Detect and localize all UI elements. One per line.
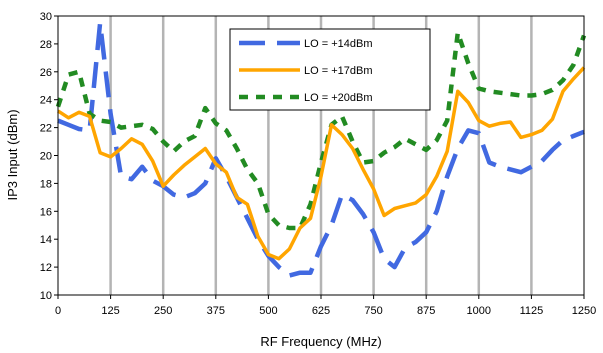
x-tick-label: 0 (55, 305, 61, 317)
y-tick-label: 16 (40, 206, 52, 218)
legend-label-3: LO = +20dBm (304, 92, 373, 104)
y-tick-label: 18 (40, 178, 52, 190)
legend: LO = +14dBm LO = +17dBm LO = +20dBm (229, 28, 431, 111)
series-line-1 (57, 20, 585, 278)
x-tick-label: 375 (207, 305, 225, 317)
y-tick-label: 24 (40, 95, 52, 107)
x-tick-label: 500 (259, 305, 277, 317)
y-tick-label: 10 (40, 290, 52, 302)
x-tick-label: 125 (101, 305, 119, 317)
y-tick-label: 20 (40, 151, 52, 163)
series-layer (55, 20, 587, 278)
y-tick-label: 22 (40, 123, 52, 135)
y-tick-label: 26 (40, 67, 52, 79)
y-tick-label: 12 (40, 262, 52, 274)
y-axis-label: IP3 Input (dBm) (5, 109, 20, 200)
legend-label-2: LO = +17dBm (304, 65, 373, 77)
series-line-2 (57, 66, 586, 261)
x-tick-label: 625 (312, 305, 330, 317)
x-tick-label: 1000 (467, 305, 491, 317)
y-tick-labels: 10 12 14 16 18 20 22 24 26 28 30 (40, 11, 58, 302)
x-tick-labels: 0 125 250 375 500 625 750 875 1000 1125 1250 (55, 295, 596, 317)
x-tick-label: 750 (364, 305, 382, 317)
series-line-3 (55, 30, 587, 231)
x-tick-label: 250 (154, 305, 172, 317)
y-tick-label: 28 (40, 39, 52, 51)
x-tick-label: 875 (417, 305, 435, 317)
y-tick-label: 30 (40, 11, 52, 23)
y-tick-label: 14 (40, 234, 52, 246)
x-axis-label: RF Frequency (MHz) (260, 334, 381, 349)
x-tick-label: 1125 (520, 305, 544, 317)
legend-label-1: LO = +14dBm (304, 38, 373, 50)
x-tick-label: 1250 (572, 305, 596, 317)
